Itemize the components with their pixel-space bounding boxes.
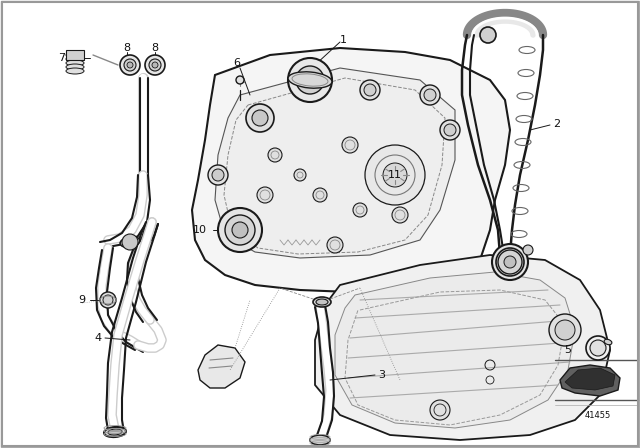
Polygon shape — [215, 68, 455, 258]
Ellipse shape — [66, 68, 84, 74]
Ellipse shape — [66, 60, 84, 66]
Text: 4: 4 — [95, 333, 102, 343]
Circle shape — [313, 188, 327, 202]
Polygon shape — [335, 272, 575, 428]
Circle shape — [268, 148, 282, 162]
Polygon shape — [192, 48, 510, 292]
Ellipse shape — [66, 64, 84, 70]
Ellipse shape — [104, 427, 126, 437]
Circle shape — [504, 256, 516, 268]
Circle shape — [232, 222, 248, 238]
Ellipse shape — [288, 72, 332, 88]
Polygon shape — [560, 365, 620, 396]
Ellipse shape — [604, 339, 612, 345]
Circle shape — [342, 137, 358, 153]
Circle shape — [365, 145, 425, 205]
Circle shape — [327, 237, 343, 253]
Text: 7: 7 — [58, 53, 65, 63]
Circle shape — [498, 250, 522, 274]
Circle shape — [152, 62, 158, 68]
Circle shape — [492, 244, 528, 280]
Circle shape — [424, 89, 436, 101]
Ellipse shape — [66, 52, 84, 58]
Circle shape — [420, 85, 440, 105]
Circle shape — [444, 124, 456, 136]
Circle shape — [304, 74, 316, 86]
Circle shape — [480, 27, 496, 43]
Circle shape — [127, 62, 133, 68]
Text: 2: 2 — [554, 119, 561, 129]
Circle shape — [124, 59, 136, 71]
Text: 5: 5 — [507, 257, 513, 267]
Circle shape — [120, 55, 140, 75]
Text: 6: 6 — [234, 58, 241, 68]
Circle shape — [430, 400, 450, 420]
Text: 41455: 41455 — [585, 410, 611, 419]
Circle shape — [590, 340, 606, 356]
Circle shape — [296, 66, 324, 94]
Circle shape — [149, 59, 161, 71]
Circle shape — [360, 80, 380, 100]
Polygon shape — [198, 345, 245, 388]
Text: 11: 11 — [388, 170, 402, 180]
Text: 10: 10 — [193, 225, 207, 235]
Text: 8: 8 — [152, 43, 159, 53]
Polygon shape — [315, 255, 610, 440]
Text: 3: 3 — [378, 370, 385, 380]
Text: 9: 9 — [79, 295, 86, 305]
Circle shape — [218, 208, 262, 252]
Circle shape — [252, 110, 268, 126]
Polygon shape — [565, 368, 615, 390]
Circle shape — [145, 55, 165, 75]
Text: ↕: ↕ — [72, 52, 78, 58]
Circle shape — [208, 165, 228, 185]
Circle shape — [364, 84, 376, 96]
Ellipse shape — [66, 56, 84, 62]
Circle shape — [225, 215, 255, 245]
Text: 8: 8 — [124, 43, 131, 53]
Ellipse shape — [120, 237, 140, 247]
Circle shape — [392, 207, 408, 223]
Circle shape — [294, 169, 306, 181]
Ellipse shape — [310, 435, 330, 445]
Circle shape — [555, 320, 575, 340]
Ellipse shape — [316, 299, 328, 305]
Ellipse shape — [108, 429, 122, 435]
Circle shape — [440, 120, 460, 140]
Circle shape — [288, 58, 332, 102]
Circle shape — [586, 336, 610, 360]
Ellipse shape — [236, 76, 244, 84]
Text: 1: 1 — [339, 35, 346, 45]
Circle shape — [100, 292, 116, 308]
Circle shape — [103, 295, 113, 305]
Text: 5: 5 — [564, 345, 572, 355]
Circle shape — [353, 203, 367, 217]
Circle shape — [257, 187, 273, 203]
Circle shape — [212, 169, 224, 181]
Circle shape — [246, 104, 274, 132]
Circle shape — [549, 314, 581, 346]
Ellipse shape — [313, 297, 331, 307]
Circle shape — [383, 163, 407, 187]
Circle shape — [523, 245, 533, 255]
Circle shape — [122, 234, 138, 250]
Polygon shape — [66, 50, 84, 60]
